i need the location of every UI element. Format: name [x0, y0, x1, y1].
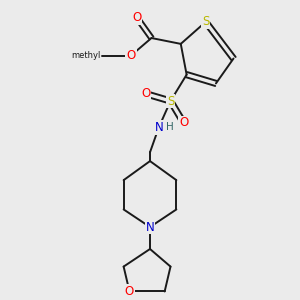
- Text: H: H: [166, 122, 174, 132]
- Text: S: S: [202, 15, 209, 28]
- Text: O: O: [179, 116, 188, 130]
- Text: O: O: [125, 285, 134, 298]
- Text: S: S: [167, 94, 174, 107]
- Text: O: O: [141, 87, 150, 100]
- Text: N: N: [154, 121, 163, 134]
- Text: O: O: [132, 11, 141, 24]
- Text: N: N: [146, 220, 154, 233]
- Text: O: O: [126, 49, 136, 62]
- Text: methyl: methyl: [71, 51, 100, 60]
